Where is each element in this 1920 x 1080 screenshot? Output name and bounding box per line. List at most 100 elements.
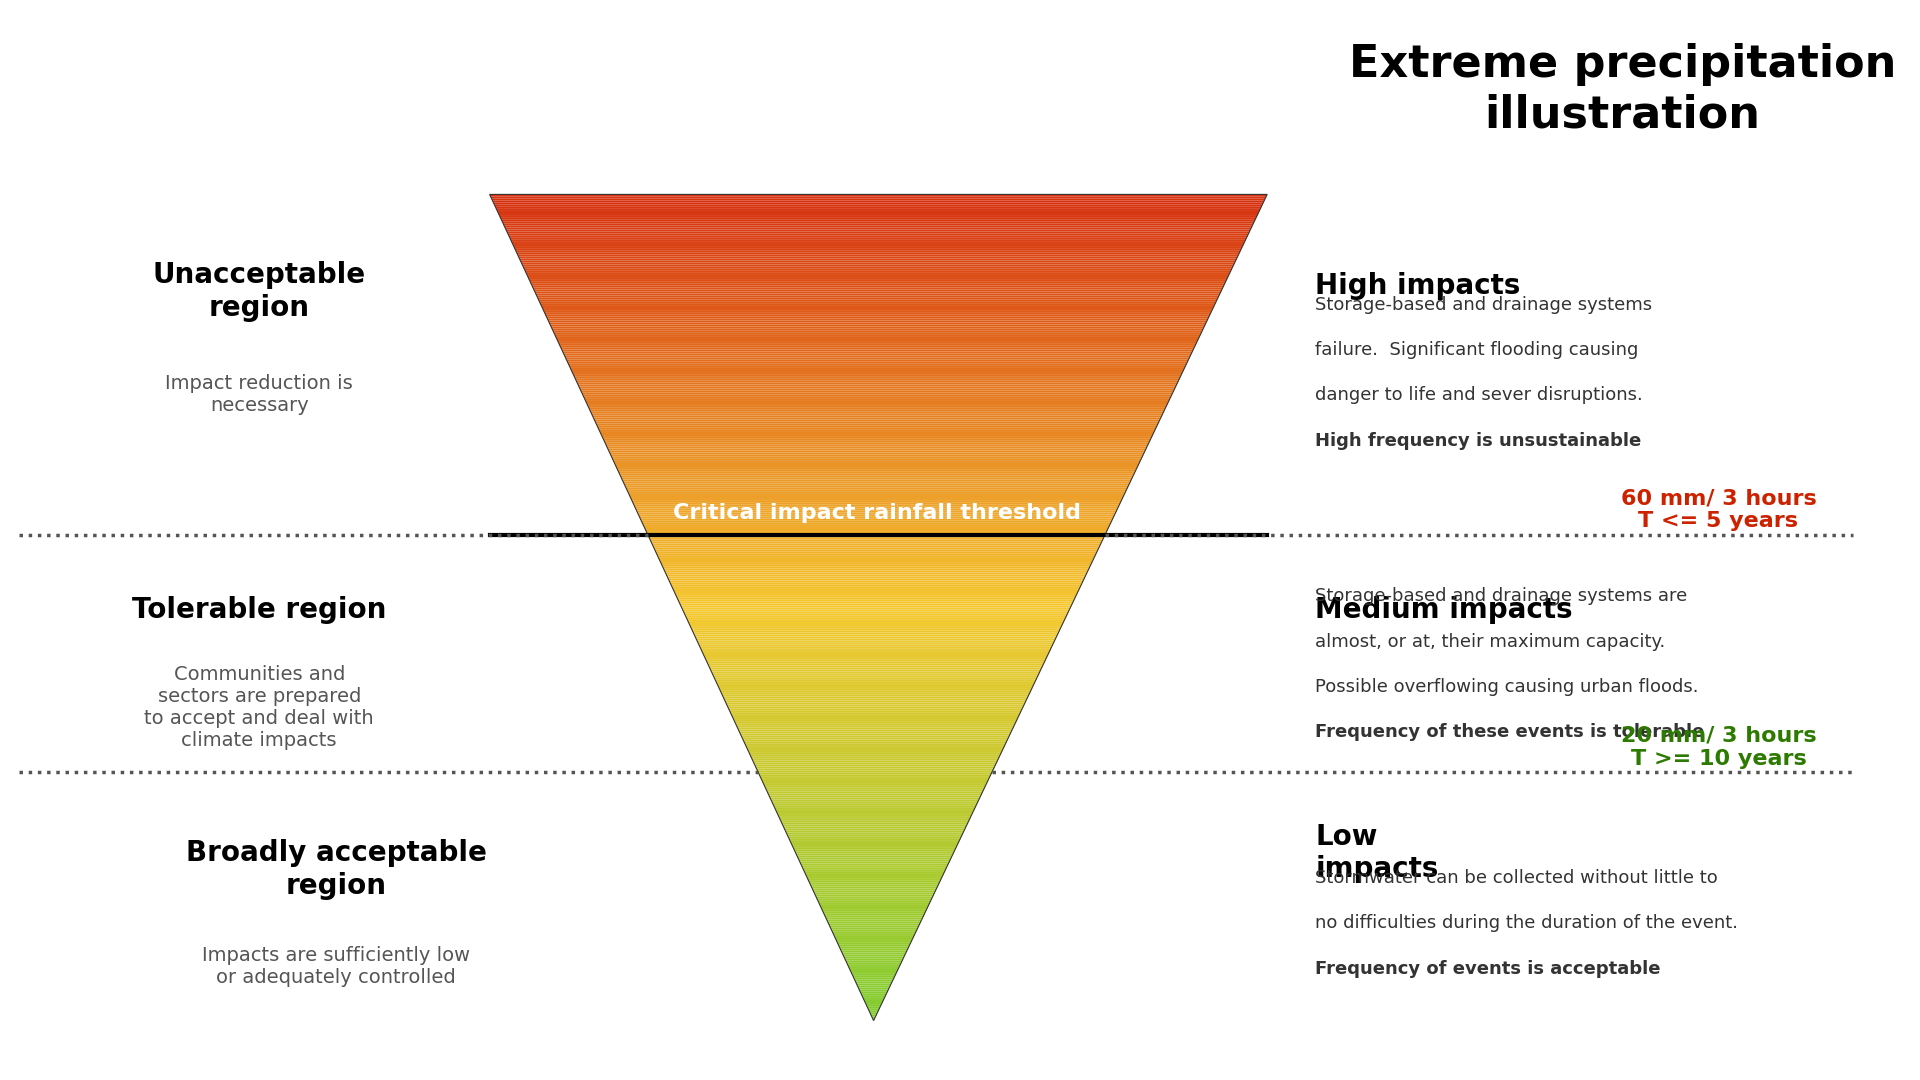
Polygon shape	[634, 504, 1119, 507]
Polygon shape	[699, 645, 1052, 647]
Polygon shape	[666, 575, 1087, 577]
Polygon shape	[595, 421, 1160, 423]
Polygon shape	[607, 446, 1146, 448]
Text: Stormwater can be collected without little to: Stormwater can be collected without litt…	[1315, 869, 1718, 887]
Polygon shape	[520, 260, 1236, 262]
Polygon shape	[612, 459, 1140, 461]
Polygon shape	[507, 233, 1248, 235]
Polygon shape	[795, 853, 954, 855]
Polygon shape	[526, 273, 1231, 275]
Polygon shape	[538, 300, 1217, 301]
Polygon shape	[541, 303, 1215, 306]
Polygon shape	[710, 670, 1041, 672]
Polygon shape	[637, 514, 1116, 516]
Polygon shape	[576, 378, 1179, 380]
Polygon shape	[599, 428, 1156, 430]
Text: High frequency is unsustainable: High frequency is unsustainable	[1315, 432, 1642, 449]
Polygon shape	[868, 1007, 881, 1009]
Polygon shape	[718, 688, 1033, 690]
Polygon shape	[799, 858, 950, 860]
Polygon shape	[791, 841, 960, 843]
Polygon shape	[674, 589, 1079, 591]
Polygon shape	[707, 661, 1044, 663]
Polygon shape	[568, 362, 1187, 364]
Polygon shape	[810, 887, 937, 889]
Polygon shape	[530, 279, 1227, 281]
Polygon shape	[831, 930, 918, 932]
Polygon shape	[745, 746, 1004, 748]
Polygon shape	[826, 917, 924, 919]
Polygon shape	[720, 690, 1031, 692]
Polygon shape	[691, 631, 1060, 632]
Polygon shape	[768, 794, 981, 796]
Polygon shape	[572, 374, 1181, 376]
Polygon shape	[726, 704, 1023, 706]
Polygon shape	[553, 328, 1204, 330]
Polygon shape	[509, 235, 1248, 238]
Polygon shape	[530, 283, 1225, 285]
Polygon shape	[833, 936, 914, 937]
Polygon shape	[806, 876, 943, 878]
Polygon shape	[674, 591, 1079, 593]
Polygon shape	[584, 399, 1169, 401]
Polygon shape	[703, 651, 1050, 653]
Polygon shape	[722, 694, 1029, 697]
Polygon shape	[595, 423, 1158, 426]
Polygon shape	[739, 731, 1012, 733]
Polygon shape	[778, 814, 972, 816]
Polygon shape	[737, 726, 1014, 727]
Polygon shape	[641, 521, 1112, 523]
Polygon shape	[643, 525, 1110, 527]
Text: 20 mm/ 3 hours
T >= 10 years: 20 mm/ 3 hours T >= 10 years	[1620, 726, 1816, 769]
Polygon shape	[684, 613, 1068, 616]
Polygon shape	[611, 457, 1142, 459]
Polygon shape	[580, 387, 1175, 389]
Polygon shape	[697, 640, 1054, 643]
Polygon shape	[634, 507, 1119, 509]
Polygon shape	[614, 461, 1140, 463]
Polygon shape	[772, 801, 977, 804]
Polygon shape	[803, 867, 947, 869]
Polygon shape	[860, 991, 887, 994]
Polygon shape	[660, 561, 1092, 562]
Polygon shape	[732, 713, 1020, 715]
Polygon shape	[605, 443, 1148, 444]
Polygon shape	[739, 733, 1010, 735]
Polygon shape	[540, 301, 1215, 303]
Polygon shape	[622, 477, 1133, 480]
Polygon shape	[847, 962, 900, 964]
Polygon shape	[783, 826, 966, 828]
Polygon shape	[492, 197, 1265, 199]
Polygon shape	[561, 349, 1194, 351]
Polygon shape	[733, 717, 1018, 719]
Polygon shape	[810, 885, 939, 887]
Polygon shape	[499, 217, 1256, 219]
Polygon shape	[685, 616, 1066, 618]
Polygon shape	[618, 469, 1137, 471]
Polygon shape	[574, 376, 1181, 378]
Polygon shape	[657, 554, 1096, 556]
Polygon shape	[495, 206, 1261, 208]
Text: Extreme precipitation
illustration: Extreme precipitation illustration	[1348, 43, 1897, 136]
Text: Broadly acceptable
region: Broadly acceptable region	[186, 839, 486, 900]
Polygon shape	[632, 500, 1121, 502]
Polygon shape	[522, 265, 1235, 267]
Polygon shape	[762, 783, 987, 785]
Polygon shape	[714, 679, 1037, 681]
Polygon shape	[839, 946, 908, 948]
Polygon shape	[708, 667, 1043, 670]
Polygon shape	[668, 579, 1085, 581]
Polygon shape	[762, 781, 987, 783]
Polygon shape	[568, 366, 1185, 368]
Polygon shape	[501, 219, 1256, 221]
Polygon shape	[524, 271, 1231, 273]
Polygon shape	[816, 896, 933, 899]
Polygon shape	[755, 767, 995, 769]
Polygon shape	[566, 360, 1188, 362]
Text: Medium impacts: Medium impacts	[1315, 596, 1572, 624]
Polygon shape	[578, 384, 1177, 387]
Text: Storage-based and drainage systems are: Storage-based and drainage systems are	[1315, 588, 1688, 605]
Text: 60 mm/ 3 hours
T <= 5 years: 60 mm/ 3 hours T <= 5 years	[1620, 488, 1816, 531]
Polygon shape	[515, 246, 1242, 248]
Polygon shape	[745, 744, 1006, 746]
